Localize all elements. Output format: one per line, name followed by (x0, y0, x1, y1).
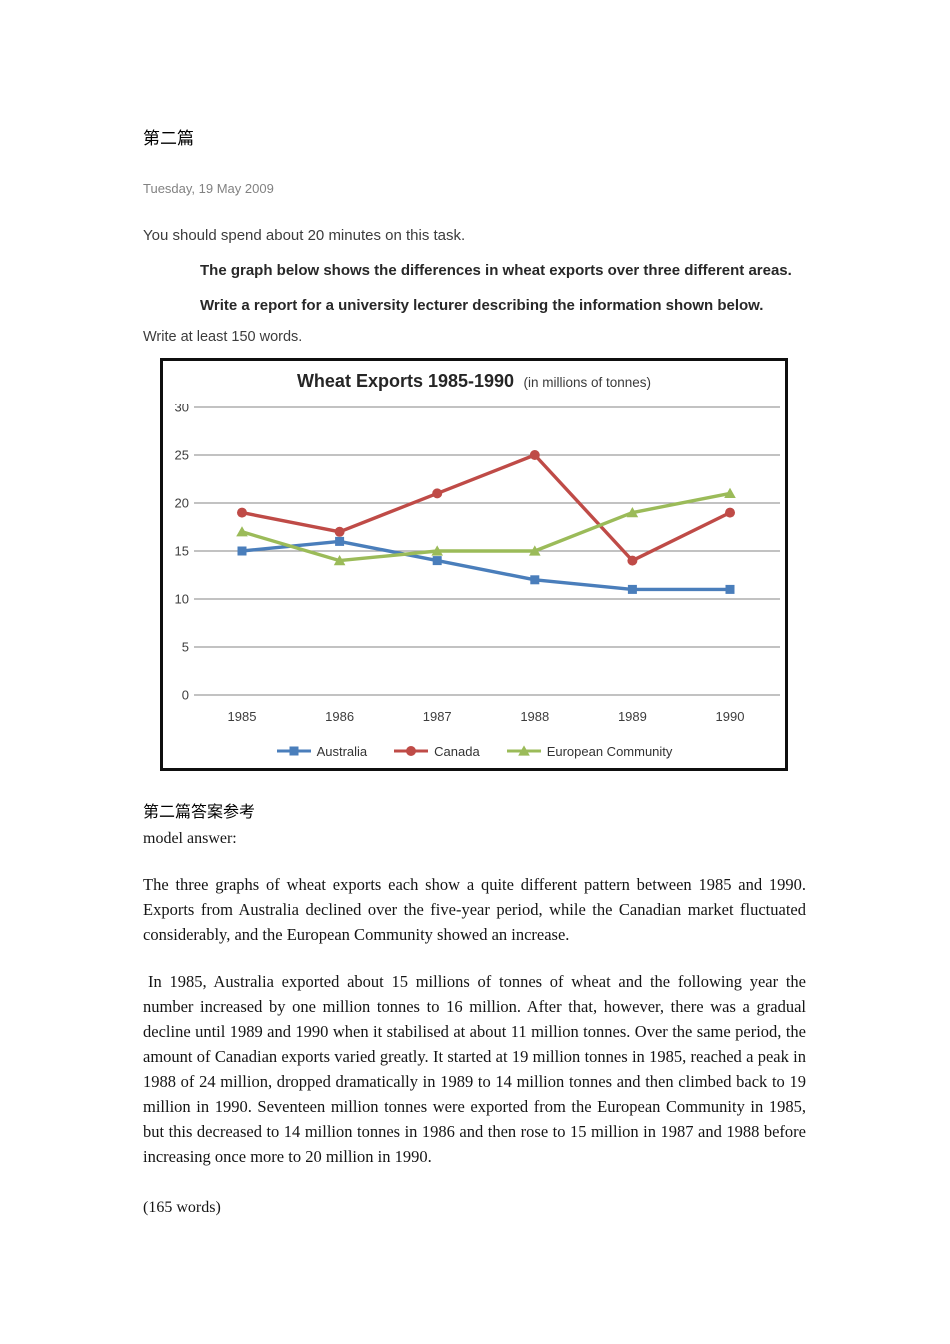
legend-item-canada: Canada (393, 744, 480, 759)
svg-text:25: 25 (175, 448, 189, 463)
wheat-exports-chart: Wheat Exports 1985-1990 (in millions of … (160, 358, 788, 771)
svg-text:1989: 1989 (618, 709, 647, 724)
legend-item-european-community: European Community (506, 743, 673, 759)
task-prompt-line-2: Write a report for a university lecturer… (200, 297, 764, 314)
answer-header: 第二篇答案参考 (143, 804, 256, 821)
legend-label: Canada (434, 743, 480, 759)
chart-title-main: Wheat Exports 1985-1990 (296, 371, 515, 391)
svg-text:1987: 1987 (423, 709, 452, 724)
svg-text:10: 10 (175, 592, 189, 607)
svg-text:20: 20 (175, 496, 189, 511)
australia-legend-marker-icon (276, 746, 311, 756)
word-count-requirement: Write at least 150 words. (143, 329, 303, 345)
svg-text:15: 15 (175, 544, 189, 559)
model-answer-label: model answer: (143, 830, 237, 847)
svg-text:1988: 1988 (520, 709, 549, 724)
post-date: Tuesday, 19 May 2009 (143, 181, 274, 196)
svg-text:0: 0 (182, 688, 189, 703)
chart-title-units: (in millions of tonnes) (523, 375, 652, 390)
document-content: 第二篇 Tuesday, 19 May 2009 You should spen… (143, 129, 806, 1216)
chart-title: Wheat Exports 1985-1990 (in millions of … (163, 361, 785, 404)
chart-legend: Australia Canada European Community (163, 734, 785, 768)
svg-text:30: 30 (175, 404, 189, 415)
svg-text:5: 5 (182, 640, 189, 655)
canada-legend-marker-icon (394, 746, 429, 756)
task-prompt-line-1: The graph below shows the differences in… (200, 262, 792, 279)
svg-text:1985: 1985 (228, 709, 257, 724)
chart-plot-area: 30 25 20 15 10 5 0 1985 1986 1987 1988 1989 1990 (175, 404, 780, 724)
svg-text:1990: 1990 (716, 709, 745, 724)
legend-item-australia: Australia (276, 743, 368, 759)
svg-text:1986: 1986 (325, 709, 354, 724)
task-time-instruction: You should spend about 20 minutes on thi… (143, 227, 466, 244)
legend-label: Australia (316, 743, 368, 759)
section-title: 第二篇 (143, 129, 194, 148)
model-answer-paragraph-1: The three graphs of wheat exports each s… (143, 875, 806, 944)
european-community-legend-marker-icon (506, 745, 541, 756)
model-answer-paragraph-2: In 1985, Australia exported about 15 mil… (143, 972, 806, 1166)
word-count-note: (165 words) (143, 1199, 221, 1216)
legend-label: European Community (546, 743, 673, 759)
